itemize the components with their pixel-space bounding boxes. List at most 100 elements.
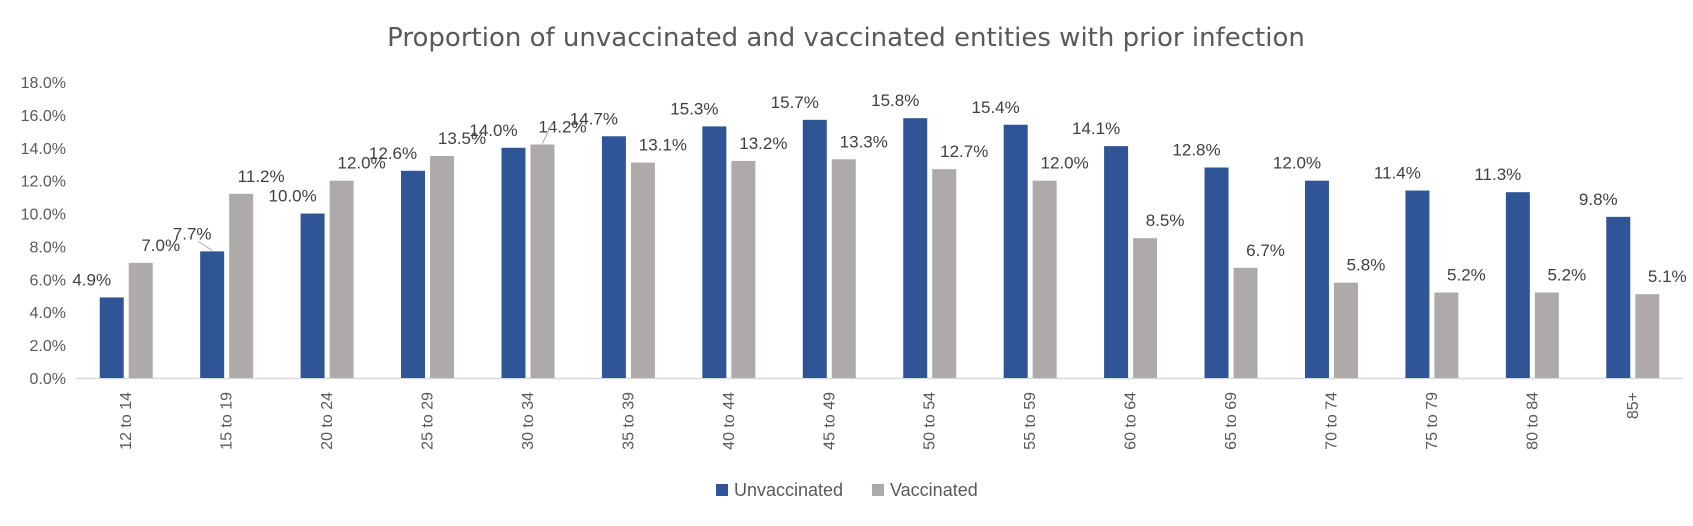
label-leader-line [542,122,553,144]
x-tick-label: 15 to 19 [219,392,236,450]
bar-unvaccinated [601,136,626,378]
bar-unvaccinated [1104,146,1129,378]
bar-vaccinated [731,160,756,378]
y-tick-label: 6.0% [30,272,66,289]
data-label-unvaccinated: 15.7% [771,93,819,112]
bar-vaccinated [1635,294,1660,378]
legend-label-unvaccinated: Unvaccinated [734,480,843,500]
x-tick-label: 45 to 49 [821,392,838,450]
bar-unvaccinated [903,118,928,378]
data-label-unvaccinated: 11.4% [1374,164,1421,183]
data-label-vaccinated: 5.8% [1347,256,1386,275]
data-label-unvaccinated: 9.8% [1579,190,1618,209]
bar-vaccinated [430,156,455,378]
data-label-unvaccinated: 10.0% [268,187,316,206]
bar-vaccinated [229,193,254,378]
data-label-vaccinated: 7.0% [141,236,180,255]
bar-unvaccinated [1606,216,1631,378]
data-label-unvaccinated: 11.3% [1474,165,1521,184]
bar-unvaccinated [802,119,827,379]
data-label-vaccinated: 13.5% [438,129,486,148]
y-axis: 0.0% 2.0% 4.0% 6.0% 8.0% 10.0% 12.0% 14.0% 16.0%… [21,75,1683,388]
x-axis: 12 to 14 15 to 19 20 to 24 25 to 29 30 to 34… [118,392,1642,450]
data-label-unvaccinated: 14.7% [570,109,618,128]
data-label-unvaccinated: 12.0% [1273,154,1321,173]
x-tick-label: 55 to 59 [1022,392,1039,450]
x-tick-label: 75 to 79 [1424,392,1441,450]
bar-unvaccinated [1003,124,1028,378]
data-label-vaccinated: 13.2% [739,134,787,153]
x-tick-label: 12 to 14 [118,392,135,450]
bar-unvaccinated [1505,192,1530,378]
y-tick-label: 14.0% [21,141,66,158]
y-tick-label: 10.0% [21,207,66,224]
bar-vaccinated [932,169,957,378]
legend-swatch-vaccinated [872,484,884,496]
bar-unvaccinated [401,170,426,378]
data-label-unvaccinated: 14.0% [469,121,517,140]
data-label-unvaccinated: 4.9% [72,270,111,289]
data-label-vaccinated: 5.2% [1547,265,1586,284]
legend-swatch-unvaccinated [716,484,728,496]
bar-unvaccinated [1405,190,1430,378]
bar-unvaccinated [99,297,124,378]
x-tick-label: 85+ [1625,392,1642,419]
bar-unvaccinated [1204,167,1229,378]
x-tick-label: 60 to 64 [1123,392,1140,450]
y-tick-label: 16.0% [21,108,66,125]
data-label-vaccinated: 12.0% [337,154,385,173]
data-label-vaccinated: 13.3% [840,132,888,151]
x-tick-label: 65 to 69 [1223,392,1240,450]
bar-unvaccinated [1304,180,1329,378]
y-tick-label: 18.0% [21,75,66,92]
bars [99,118,1660,379]
bar-vaccinated [1032,180,1057,378]
x-tick-label: 40 to 44 [721,392,738,450]
bar-unvaccinated [501,147,526,378]
bar-vaccinated [128,262,153,378]
data-label-unvaccinated: 15.3% [670,99,718,118]
data-label-vaccinated: 12.7% [940,142,988,161]
legend-label-vaccinated: Vaccinated [890,480,978,500]
bar-vaccinated [630,162,655,378]
data-label-vaccinated: 8.5% [1146,211,1185,230]
data-label-vaccinated: 5.1% [1648,267,1687,286]
data-labels: 4.9%7.0%7.7%11.2%10.0%12.0%12.6%13.5%14.… [72,91,1686,289]
x-tick-label: 25 to 29 [420,392,437,450]
y-tick-label: 2.0% [30,338,66,355]
bar-unvaccinated [200,251,225,378]
data-label-unvaccinated: 15.4% [972,98,1020,117]
data-label-vaccinated: 5.2% [1447,265,1486,284]
chart-title: Proportion of unvaccinated and vaccinate… [387,23,1305,53]
x-tick-label: 35 to 39 [620,392,637,450]
bar-vaccinated [1233,267,1258,378]
x-tick-label: 80 to 84 [1524,392,1541,450]
bar-vaccinated [1534,292,1559,378]
y-tick-label: 0.0% [30,371,66,388]
bar-vaccinated [530,144,555,378]
bar-vaccinated [1333,282,1358,378]
x-tick-label: 70 to 74 [1323,392,1340,450]
data-label-vaccinated: 11.2% [238,167,285,186]
bar-vaccinated [1133,238,1158,378]
bar-unvaccinated [300,213,325,378]
data-label-vaccinated: 6.7% [1246,241,1285,260]
data-label-unvaccinated: 12.8% [1172,141,1220,160]
x-tick-label: 30 to 34 [520,392,537,450]
data-label-unvaccinated: 12.6% [369,144,417,163]
data-label-vaccinated: 12.0% [1041,154,1089,173]
x-tick-label: 50 to 54 [922,392,939,450]
y-tick-label: 8.0% [30,239,66,256]
x-tick-label: 20 to 24 [319,392,336,450]
data-label-vaccinated: 13.1% [639,136,687,155]
data-label-unvaccinated: 7.7% [173,224,212,243]
data-label-vaccinated: 14.2% [538,117,586,136]
y-tick-label: 4.0% [30,305,66,322]
legend: Unvaccinated Vaccinated [716,480,978,500]
bar-vaccinated [329,180,354,378]
data-label-unvaccinated: 15.8% [871,91,919,110]
y-tick-label: 12.0% [21,174,66,191]
bar-vaccinated [1434,292,1459,378]
bar-unvaccinated [702,126,727,379]
